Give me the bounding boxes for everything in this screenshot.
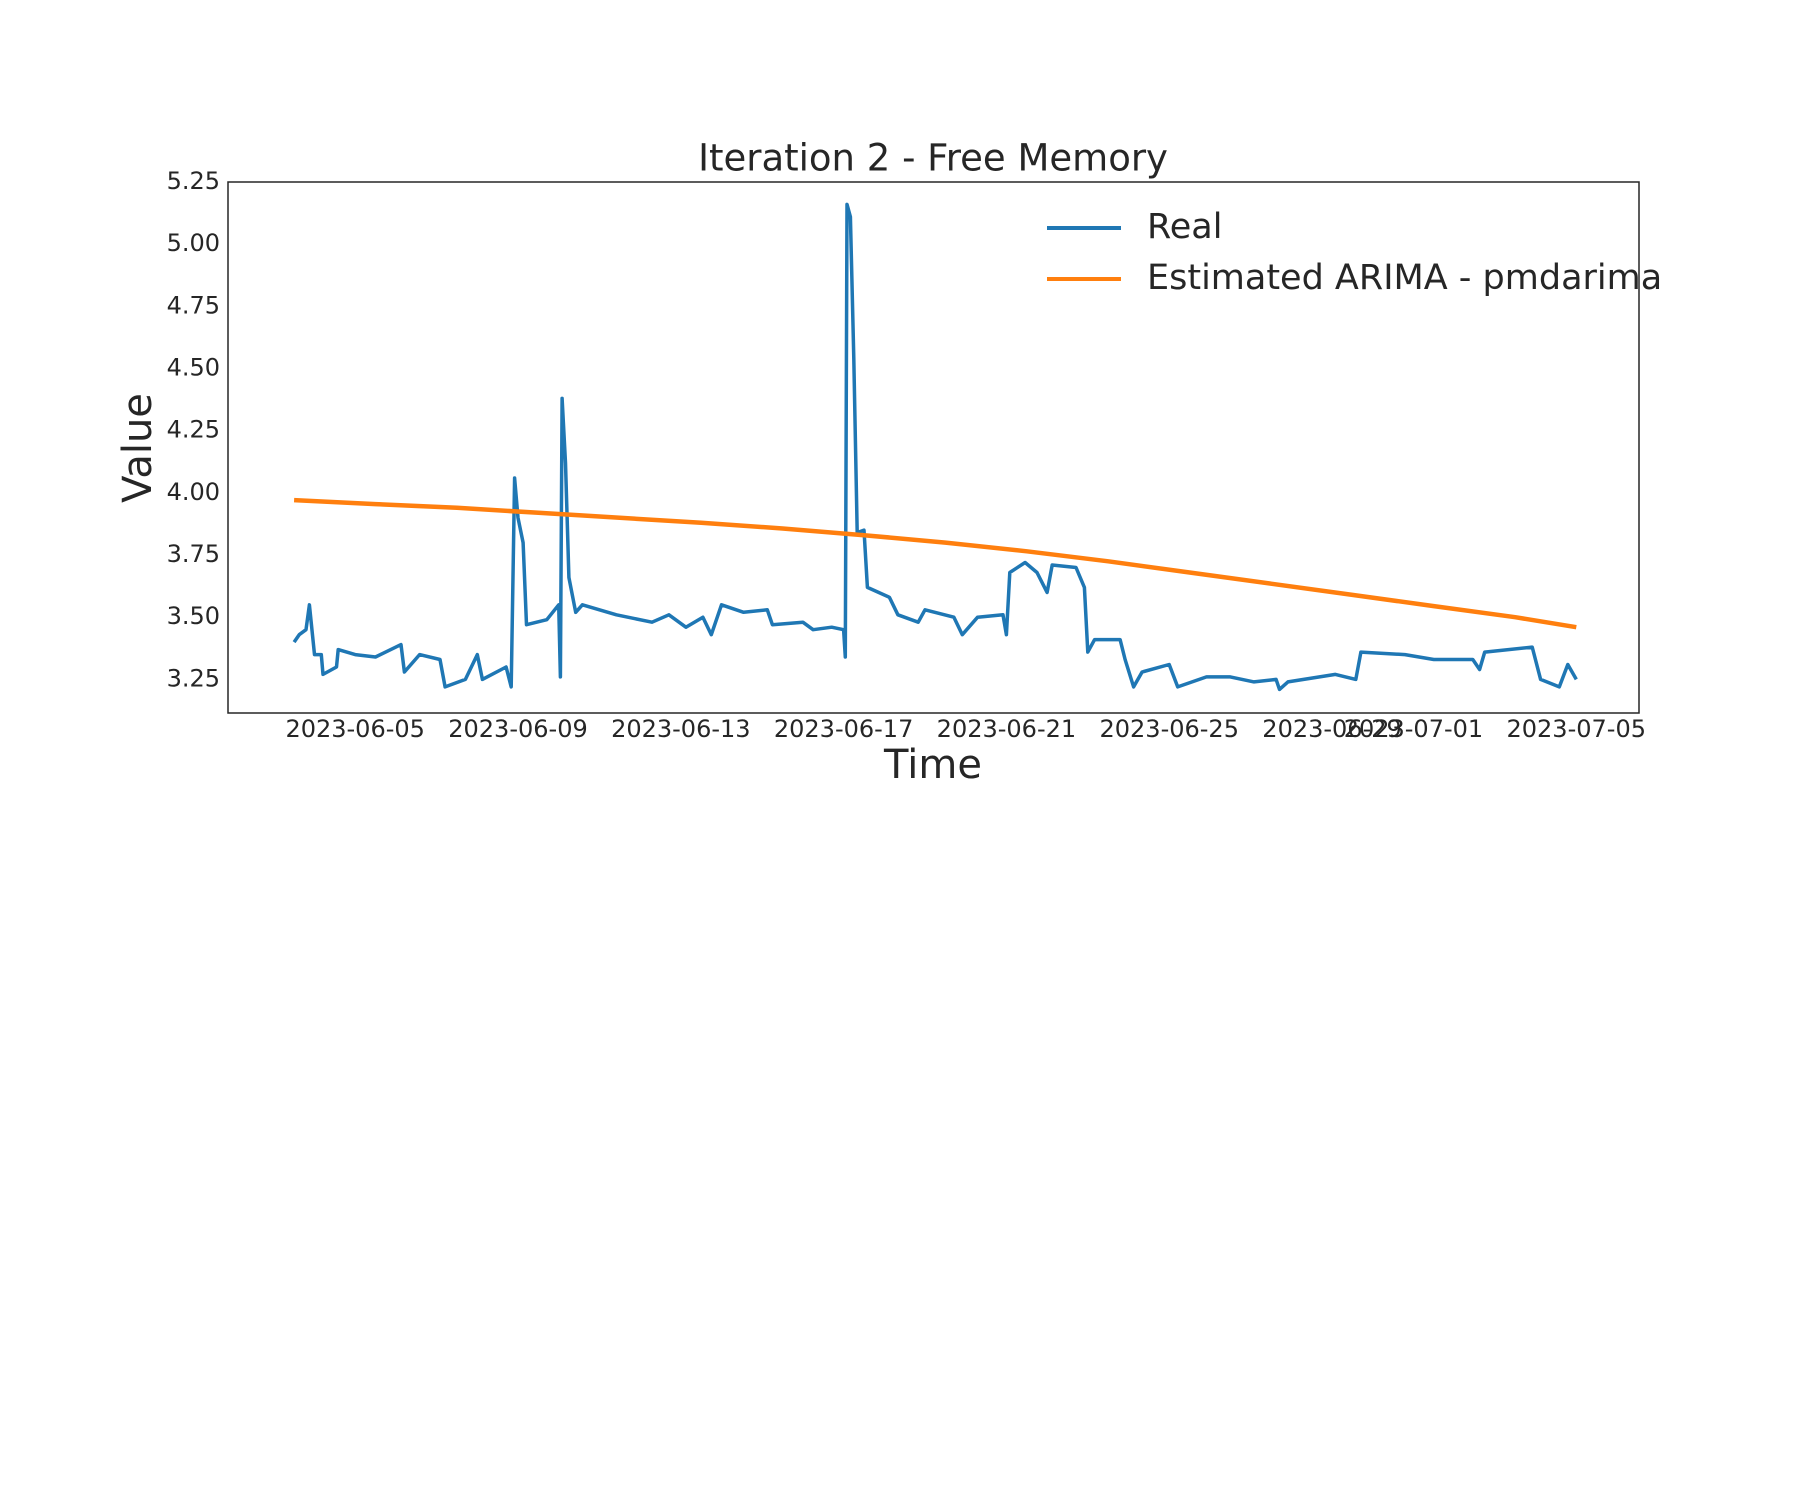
x-tick-label: 2023-06-13	[611, 715, 750, 743]
y-tick-label: 5.00	[167, 229, 220, 257]
series-line	[293, 497, 1577, 630]
plot-frame	[227, 181, 1640, 714]
x-tick-label: 2023-07-01	[1344, 715, 1483, 743]
y-tick-label: 4.50	[167, 354, 220, 382]
y-tick-label: 4.75	[167, 291, 220, 319]
series-line	[292, 202, 1578, 692]
x-tick-label: 2023-06-17	[774, 715, 913, 743]
x-axis-label: Time	[883, 742, 982, 788]
y-tick-label: 3.50	[167, 602, 220, 630]
legend-label: Real	[1147, 207, 1222, 247]
y-tick-label: 4.25	[167, 416, 220, 444]
x-tick-label: 2023-06-21	[937, 715, 1076, 743]
legend-label: Estimated ARIMA - pmdarima	[1147, 258, 1662, 298]
x-tick-label: 2023-06-25	[1099, 715, 1238, 743]
y-tick-label: 3.75	[167, 540, 220, 568]
x-tick-label: 2023-06-05	[285, 715, 424, 743]
x-tick-label: 2023-06-09	[448, 715, 587, 743]
x-tick-label: 2023-06-29	[1262, 715, 1401, 743]
chart-title: Iteration 2 - Free Memory	[698, 137, 1168, 180]
y-axis-label: Value	[115, 393, 161, 503]
y-tick-label: 5.25	[167, 167, 220, 195]
y-tick-label: 4.00	[167, 478, 220, 506]
x-tick-label: 2023-07-05	[1507, 715, 1646, 743]
y-tick-label: 3.25	[167, 664, 220, 692]
